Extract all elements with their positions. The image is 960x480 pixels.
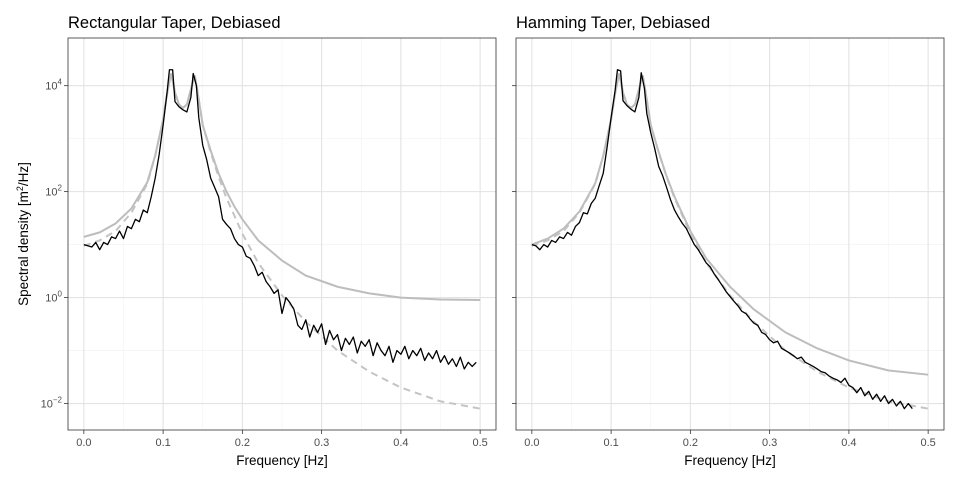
y-tick-label: 10−2 xyxy=(41,396,63,411)
x-axis-ticks-rectangular: 0.0 0.1 0.2 0.3 0.4 0.5 xyxy=(76,430,488,449)
x-tick-label: 0.0 xyxy=(524,437,539,449)
x-tick-label: 0.4 xyxy=(393,437,408,449)
x-tick-label: 0.1 xyxy=(603,437,618,449)
x-axis-title-hamming: Frequency [Hz] xyxy=(684,453,776,468)
panel-rectangular: Rectangular Taper, Debiased 0.0 0.1 0.2 0.3… xyxy=(41,14,497,468)
y-axis-title-suffix: /Hz] xyxy=(16,162,31,186)
x-axis-ticks-hamming: 0.0 0.1 0.2 0.3 0.4 0.5 xyxy=(524,430,936,449)
grid-hamming xyxy=(516,38,944,430)
y-tick-label: 104 xyxy=(45,78,62,93)
y-axis-title: Spectral density [m2/Hz] xyxy=(15,162,31,306)
panel-frame-hamming xyxy=(515,37,945,431)
x-tick-label: 0.2 xyxy=(683,437,698,449)
x-tick-label: 0.4 xyxy=(841,437,856,449)
x-tick-label: 0.2 xyxy=(235,437,250,449)
x-tick-label: 0.5 xyxy=(472,437,487,449)
panel-title-rectangular: Rectangular Taper, Debiased xyxy=(68,14,281,32)
x-tick-label: 0.3 xyxy=(762,437,777,449)
x-axis-title-rectangular: Frequency [Hz] xyxy=(236,453,328,468)
y-axis-ticks-hamming xyxy=(512,85,516,404)
panel-frame-rectangular xyxy=(67,37,497,431)
series-estimate xyxy=(83,69,477,370)
panel-hamming: Hamming Taper, Debiased 0.0 0.1 0.2 0.3 0.4 0… xyxy=(512,14,945,468)
y-axis-title-sup: 2 xyxy=(15,186,25,191)
estimate-line-hamming xyxy=(531,69,913,410)
y-axis-ticks-rectangular: 104 102 100 10−2 xyxy=(41,78,68,411)
panel-title-hamming: Hamming Taper, Debiased xyxy=(516,14,710,32)
series-estimate xyxy=(531,69,913,410)
y-tick-label: 100 xyxy=(45,290,62,305)
x-tick-label: 0.5 xyxy=(920,437,935,449)
x-tick-label: 0.0 xyxy=(76,437,91,449)
estimate-line-rectangular xyxy=(83,69,477,370)
y-axis-title-prefix: Spectral density [m xyxy=(16,191,31,306)
y-tick-label: 102 xyxy=(45,184,62,199)
x-tick-label: 0.3 xyxy=(314,437,329,449)
x-tick-label: 0.1 xyxy=(155,437,170,449)
grid-rectangular xyxy=(68,38,496,430)
